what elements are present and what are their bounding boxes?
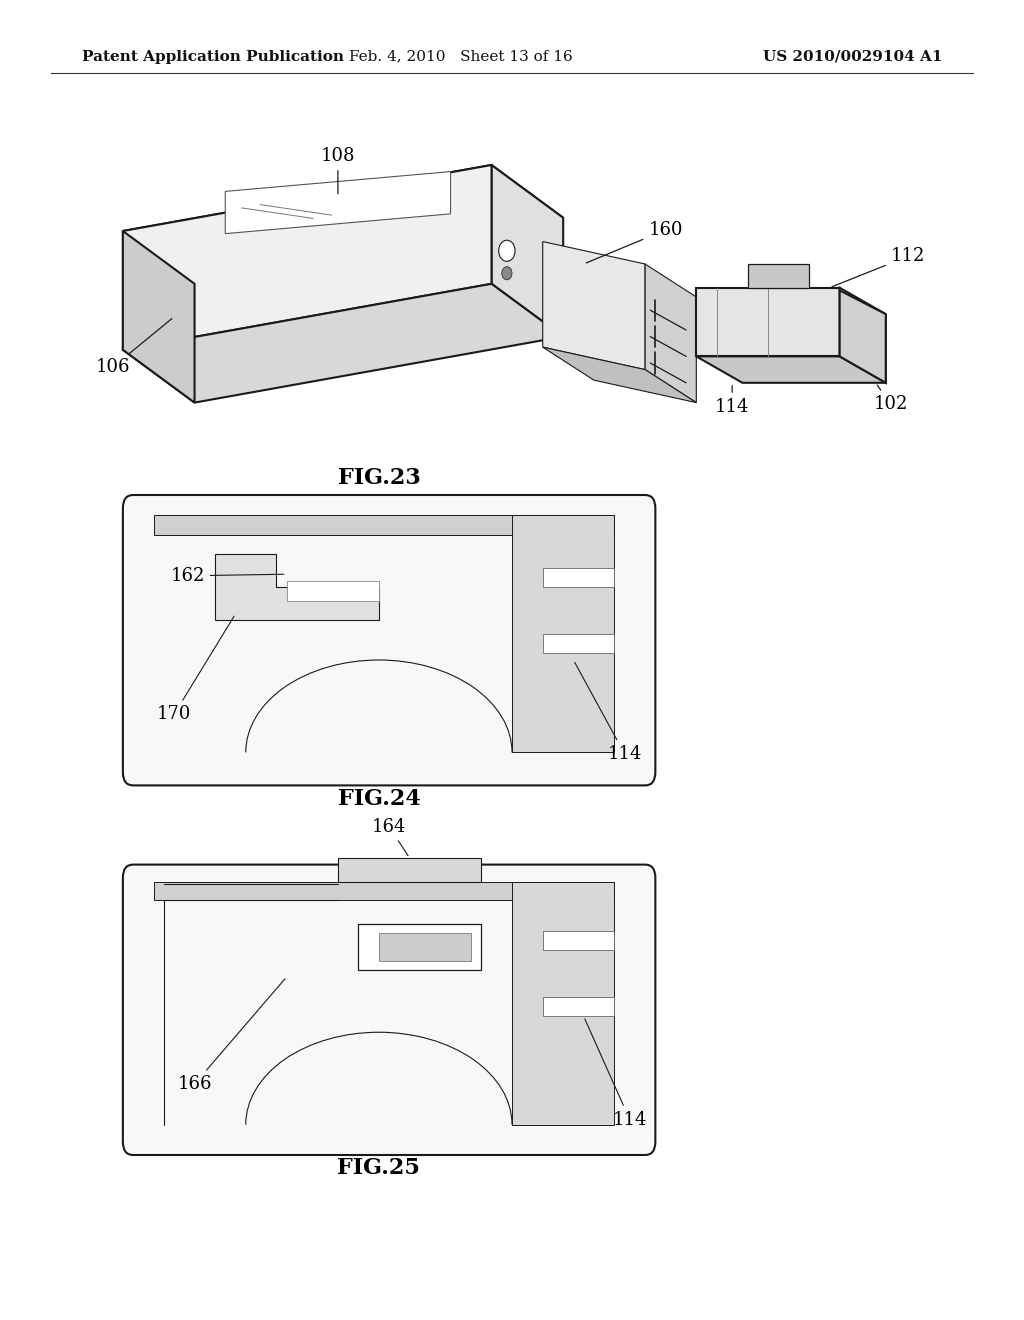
Text: FIG.25: FIG.25 [338, 1158, 420, 1179]
Polygon shape [512, 882, 614, 1125]
Polygon shape [543, 931, 614, 950]
Polygon shape [492, 165, 563, 337]
Text: 114: 114 [715, 385, 750, 416]
Polygon shape [645, 264, 696, 403]
Polygon shape [338, 858, 481, 882]
Polygon shape [154, 535, 512, 752]
Circle shape [502, 267, 512, 280]
Polygon shape [154, 515, 614, 535]
Polygon shape [379, 933, 471, 961]
Circle shape [499, 240, 515, 261]
FancyBboxPatch shape [123, 495, 655, 785]
Polygon shape [215, 554, 379, 620]
Polygon shape [287, 581, 379, 601]
Polygon shape [123, 165, 563, 284]
Polygon shape [123, 231, 195, 403]
Polygon shape [123, 284, 563, 403]
Polygon shape [543, 634, 614, 653]
Polygon shape [696, 288, 840, 356]
FancyBboxPatch shape [123, 865, 655, 1155]
Polygon shape [840, 288, 886, 383]
Text: 170: 170 [157, 616, 234, 723]
Text: 166: 166 [177, 979, 285, 1093]
Polygon shape [543, 997, 614, 1016]
Polygon shape [543, 242, 645, 370]
Text: FIG.23: FIG.23 [338, 467, 420, 488]
Text: 106: 106 [95, 318, 172, 376]
Text: FIG.24: FIG.24 [338, 788, 420, 809]
Polygon shape [696, 356, 886, 383]
Text: Patent Application Publication: Patent Application Publication [82, 50, 344, 63]
Text: 162: 162 [170, 566, 284, 585]
Text: 108: 108 [321, 147, 355, 194]
Polygon shape [358, 924, 481, 970]
Polygon shape [512, 515, 614, 752]
Polygon shape [154, 900, 512, 1125]
Text: 164: 164 [372, 817, 409, 855]
Polygon shape [154, 882, 614, 900]
Text: US 2010/0029104 A1: US 2010/0029104 A1 [763, 50, 942, 63]
Text: 112: 112 [833, 247, 926, 286]
Polygon shape [840, 290, 886, 383]
Text: 114: 114 [574, 663, 642, 763]
Text: 102: 102 [873, 385, 908, 413]
Polygon shape [543, 568, 614, 587]
Text: 114: 114 [585, 1019, 647, 1129]
Polygon shape [225, 172, 451, 234]
Text: Feb. 4, 2010   Sheet 13 of 16: Feb. 4, 2010 Sheet 13 of 16 [349, 50, 572, 63]
Polygon shape [748, 264, 809, 288]
Polygon shape [123, 165, 492, 350]
Text: 160: 160 [587, 220, 683, 263]
Polygon shape [543, 347, 696, 403]
